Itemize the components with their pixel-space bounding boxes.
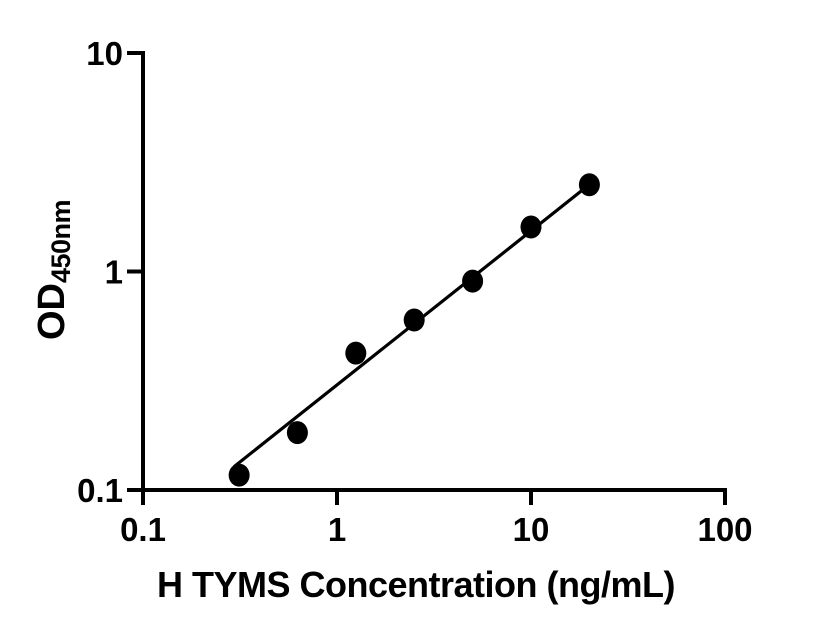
y-axis-title: OD450nm <box>30 170 76 370</box>
data-point <box>228 463 250 487</box>
x-axis-tick-label: 1 <box>328 511 346 548</box>
y-axis-tick-label: 1 <box>105 254 123 291</box>
x-axis-tick-label: 10 <box>513 511 550 548</box>
y-axis-tick-label: 0.1 <box>77 472 123 509</box>
data-point <box>403 308 425 332</box>
data-point <box>345 341 367 365</box>
x-axis-title-text: H TYMS Concentration (ng/mL) <box>157 564 675 605</box>
x-axis-title: H TYMS Concentration (ng/mL) <box>116 564 716 606</box>
data-point <box>520 215 542 239</box>
data-point <box>462 269 484 293</box>
y-axis-title-main: OD <box>31 283 73 341</box>
data-point <box>286 421 308 445</box>
y-axis-tick-label: 10 <box>86 35 123 72</box>
data-point <box>578 173 600 197</box>
x-axis-tick-label: 0.1 <box>120 511 166 548</box>
y-axis-title-subscript: 450nm <box>46 199 76 284</box>
x-axis-tick-label: 100 <box>697 511 752 548</box>
